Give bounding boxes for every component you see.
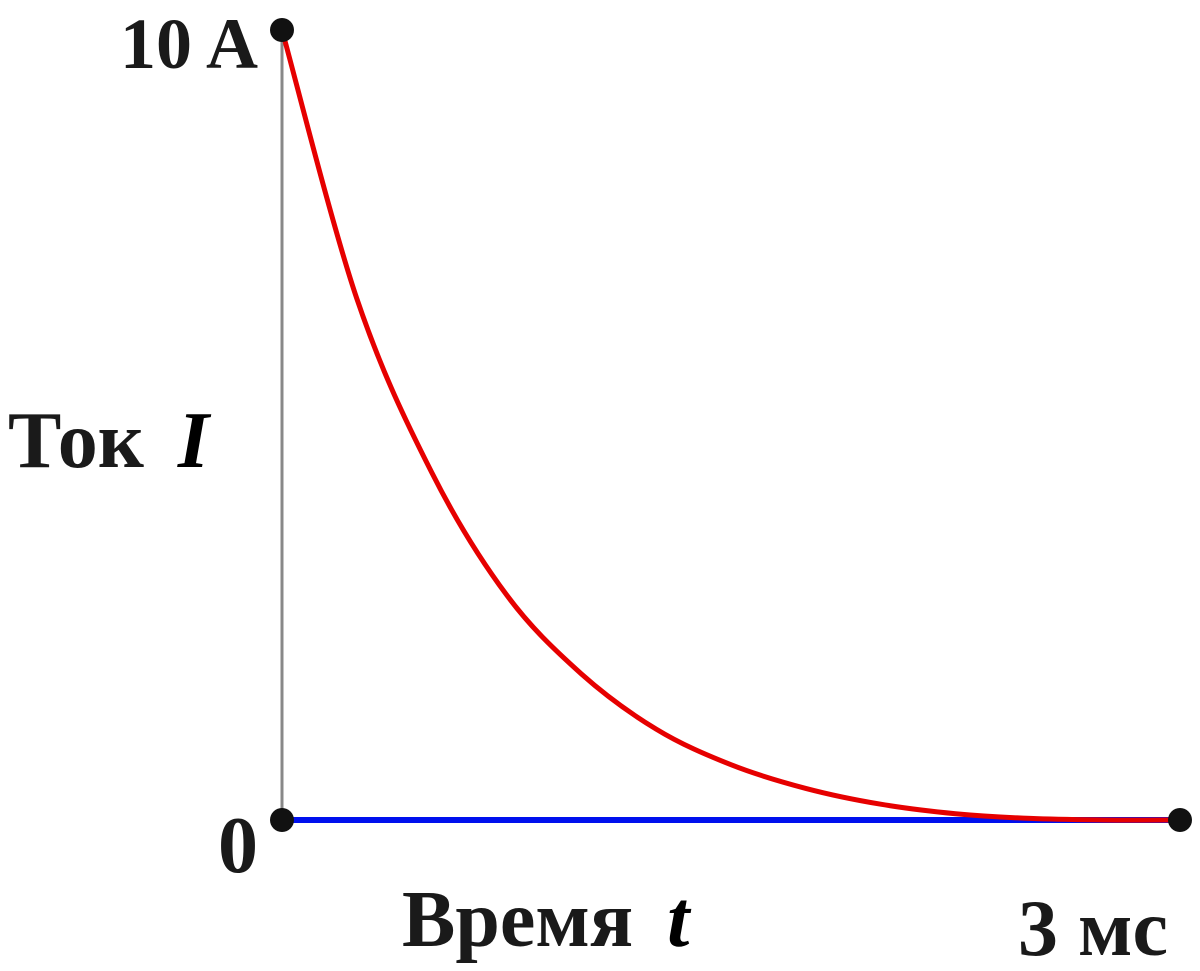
top-value-marker xyxy=(270,18,294,42)
x-axis-label: Время t xyxy=(402,876,692,964)
series-layer xyxy=(279,27,1183,823)
origin-marker xyxy=(270,808,294,832)
y-tick-bottom-label: 0 xyxy=(218,802,258,890)
y-axis-label-symbol: I xyxy=(177,397,212,485)
current-decay-series xyxy=(279,27,1183,823)
x-axis-label-word: Время xyxy=(402,876,633,964)
x-tick-right-label: 3 мс xyxy=(1018,885,1168,971)
y-axis-label-word: Ток xyxy=(8,397,144,485)
marker-layer xyxy=(270,18,1192,832)
y-axis-label: Ток I xyxy=(8,397,212,485)
y-tick-top-label: 10 A xyxy=(120,4,258,84)
x-axis-label-symbol: t xyxy=(667,876,692,964)
end-time-marker xyxy=(1168,808,1192,832)
